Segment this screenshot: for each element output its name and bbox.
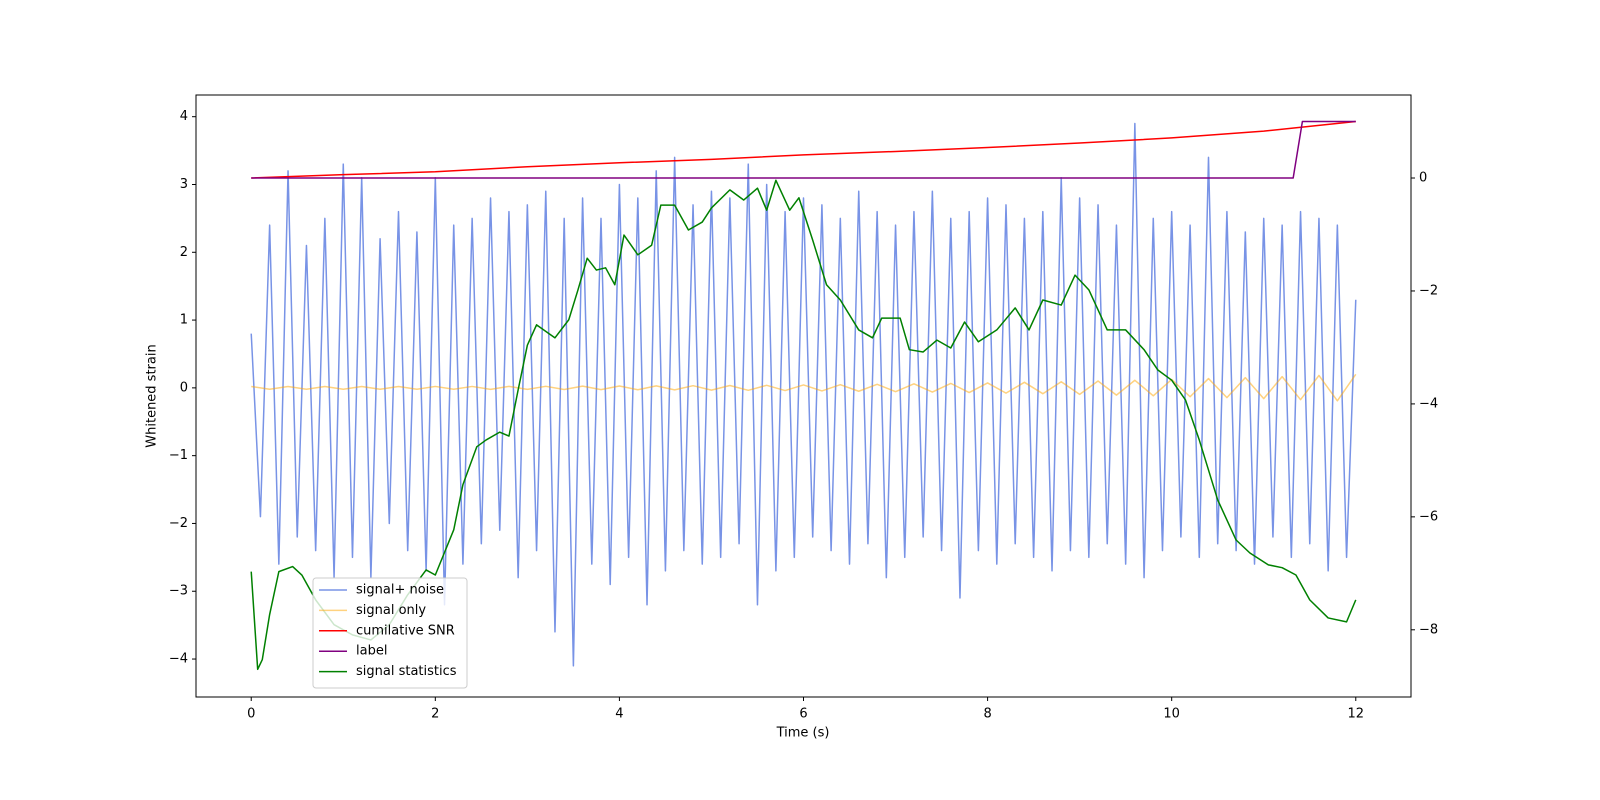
y-axis-label: Whitened strain xyxy=(145,344,160,447)
y-tick-label: 4 xyxy=(180,109,188,124)
y-tick-label: −1 xyxy=(169,448,188,463)
x-tick-label: 0 xyxy=(247,707,255,722)
plot-area xyxy=(250,120,1357,671)
x-tick-label: 4 xyxy=(615,707,623,722)
y-tick-label: −2 xyxy=(169,516,188,531)
x-tick-label: 12 xyxy=(1347,707,1364,722)
y2-tick-label: −2 xyxy=(1419,283,1438,298)
legend-label: signal statistics xyxy=(356,664,457,679)
series-line xyxy=(250,179,1357,671)
y-tick-label: −4 xyxy=(169,652,188,667)
legend-label: signal only xyxy=(356,603,426,618)
series-line xyxy=(251,120,1356,179)
y-tick-label: 2 xyxy=(180,245,188,260)
legend-label: cumilative SNR xyxy=(356,623,455,638)
y2-tick-label: −8 xyxy=(1419,622,1438,637)
legend-label: signal+ noise xyxy=(356,583,444,598)
y-tick-label: 3 xyxy=(180,177,188,192)
y2-tick-label: −6 xyxy=(1419,509,1438,524)
series-line xyxy=(251,120,1356,179)
legend-label: label xyxy=(356,644,387,659)
y-tick-label: −3 xyxy=(169,584,188,599)
x-tick-label: 2 xyxy=(431,707,439,722)
y2-tick-label: 0 xyxy=(1419,171,1427,186)
x-axis-label: Time (s) xyxy=(776,726,830,741)
y-tick-label: 0 xyxy=(180,380,188,395)
legend-box xyxy=(312,577,468,689)
y-tick-label: 1 xyxy=(180,313,188,328)
x-tick-label: 6 xyxy=(799,707,807,722)
y2-tick-label: −4 xyxy=(1419,396,1438,411)
x-tick-label: 10 xyxy=(1163,707,1180,722)
x-tick-label: 8 xyxy=(983,707,991,722)
